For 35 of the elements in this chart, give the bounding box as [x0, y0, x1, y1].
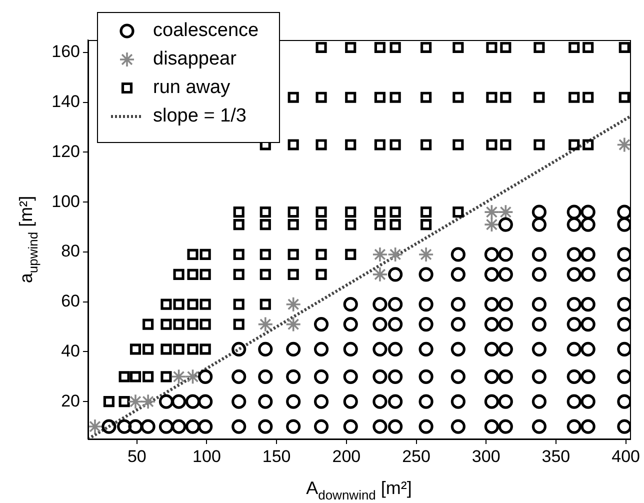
point: [128, 394, 144, 410]
y-tick-label: 20: [61, 391, 80, 410]
point: [372, 266, 388, 282]
point: [484, 204, 500, 220]
y-tick-label: 40: [61, 341, 80, 360]
point: [170, 368, 187, 385]
x-tick-label: 50: [127, 446, 146, 466]
legend-label: slope = 1/3: [153, 106, 246, 127]
x-tick-label: 400: [612, 446, 640, 466]
point: [418, 246, 434, 262]
y-axis-title: aupwind [m²]: [16, 196, 40, 284]
legend-label: disappear: [153, 48, 238, 70]
y-tick-label: 140: [52, 92, 80, 112]
legend-label: run away: [153, 77, 231, 98]
legend-label: coalescence: [153, 20, 259, 42]
y-tick-label: 100: [52, 192, 80, 211]
x-tick-label: 300: [472, 446, 500, 466]
point: [498, 204, 514, 220]
y-tick-label: 120: [52, 142, 80, 161]
point: [372, 246, 388, 262]
point: [140, 394, 156, 410]
x-tick-label: 250: [402, 446, 430, 466]
point: [484, 216, 500, 232]
y-tick-label: 160: [52, 42, 80, 62]
x-tick-label: 350: [542, 446, 570, 466]
point: [285, 296, 302, 312]
x-tick-label: 100: [192, 446, 221, 466]
point: [258, 316, 274, 332]
point: [387, 246, 404, 262]
point: [88, 418, 103, 434]
y-tick-label: 80: [61, 242, 80, 261]
y-tick-label: 60: [61, 292, 80, 311]
x-tick-label: 150: [262, 446, 291, 466]
point: [285, 316, 302, 332]
x-tick-label: 200: [332, 446, 361, 466]
